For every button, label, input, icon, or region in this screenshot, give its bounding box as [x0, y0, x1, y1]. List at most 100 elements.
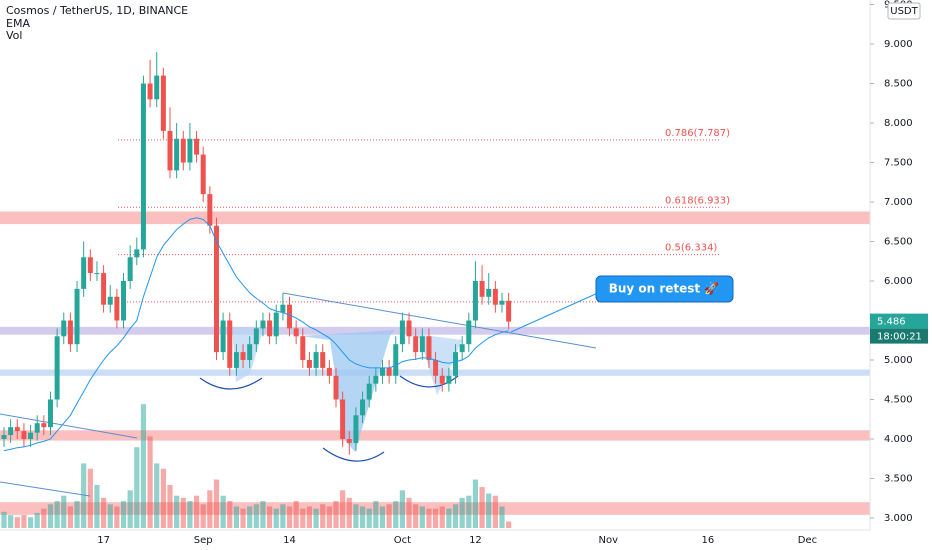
- candles: [1, 51, 512, 455]
- volume-bar: [67, 506, 73, 528]
- candle-body: [499, 300, 505, 305]
- volume-bar: [492, 495, 498, 528]
- callout-pointer: [510, 291, 601, 333]
- candle-body: [287, 304, 293, 329]
- volume-bar: [247, 506, 253, 528]
- candle-body: [453, 352, 459, 376]
- volume-bar: [27, 517, 34, 528]
- volume-bar: [286, 506, 293, 528]
- indicator-label: EMA: [6, 17, 30, 30]
- trendline: [282, 292, 597, 349]
- candle-body: [260, 320, 266, 329]
- candle-body: [373, 375, 379, 384]
- candle-body: [61, 320, 67, 337]
- last-price: 5.486: [877, 317, 906, 328]
- volume-bar: [61, 495, 67, 528]
- countdown-box: [870, 328, 928, 344]
- candle-body: [101, 273, 107, 305]
- volume-bar: [147, 436, 153, 528]
- candle-body: [379, 367, 385, 376]
- candle-body: [313, 352, 319, 368]
- fib-label: 0.786(7.787): [665, 128, 730, 139]
- volume-bar: [366, 508, 372, 528]
- candle-body: [466, 320, 472, 345]
- volume-bar: [21, 515, 27, 528]
- candle-body: [406, 320, 412, 337]
- volume-bar: [273, 508, 279, 528]
- volume-bar: [34, 512, 40, 528]
- volume-bar: [174, 495, 180, 528]
- y-tick-label: 6.000: [884, 276, 913, 287]
- candle-body: [220, 320, 226, 353]
- volume-bar: [386, 504, 392, 528]
- candle-body: [140, 83, 146, 250]
- x-tick-label: 14: [283, 535, 296, 546]
- volume-bar: [8, 515, 14, 528]
- volume-bar: [359, 506, 366, 528]
- candle-body: [333, 375, 339, 400]
- candle-body: [433, 359, 439, 376]
- candle-body: [492, 288, 498, 305]
- candle-body: [207, 194, 213, 226]
- callout-box: [595, 275, 734, 303]
- candle-body: [506, 300, 512, 322]
- candle-body: [366, 383, 372, 400]
- trendline: [0, 413, 138, 439]
- volume: [1, 404, 512, 528]
- volume-bar: [439, 506, 445, 528]
- candle-body: [127, 257, 133, 281]
- candle-body: [419, 336, 425, 353]
- volume-bar: [399, 490, 405, 528]
- x-tick-label: Nov: [598, 535, 618, 546]
- volume-bar: [127, 490, 133, 528]
- volume-bar: [213, 479, 220, 528]
- volume-bar: [160, 468, 166, 528]
- volume-bar: [333, 501, 339, 528]
- shoulder-left: [222, 326, 283, 382]
- candle-body: [227, 320, 233, 368]
- volume-bar: [260, 501, 266, 528]
- volume-bar: [466, 495, 472, 528]
- x-tick-label: Sep: [194, 535, 213, 546]
- candle-body: [167, 130, 173, 171]
- countdown: 18:00:21: [877, 332, 922, 343]
- candle-body: [240, 352, 246, 360]
- volume-bar: [101, 497, 107, 528]
- volume-bar: [47, 504, 54, 528]
- y-tick-label: 4.000: [884, 434, 913, 445]
- head: [300, 330, 395, 452]
- volume-bar: [114, 506, 120, 528]
- chart-title: Cosmos / TetherUS, 1D, BINANCE: [6, 4, 188, 17]
- candle-body: [74, 288, 80, 345]
- volume-bar: [134, 447, 140, 528]
- volume-bar: [267, 506, 273, 528]
- candle-body: [426, 336, 432, 360]
- candle-body: [28, 432, 34, 439]
- candle-body: [386, 367, 392, 376]
- volume-bar: [486, 493, 492, 528]
- volume-bar: [406, 497, 412, 528]
- y-tick-label: 7.000: [884, 197, 913, 208]
- candle-body: [94, 273, 100, 275]
- price-axis-bg: [870, 0, 932, 550]
- candle-body: [247, 344, 253, 360]
- fib-label: 0.618(6.933): [665, 195, 730, 206]
- volume-bar: [1, 511, 7, 528]
- zone: [0, 430, 870, 441]
- y-tick-label: 3.000: [884, 513, 913, 524]
- volume-bar: [54, 501, 60, 528]
- volume-bar: [253, 504, 259, 528]
- candle-body: [486, 288, 492, 297]
- volume-bar: [154, 463, 160, 528]
- candle-body: [306, 359, 312, 368]
- candle-body: [399, 320, 405, 345]
- candle-body: [21, 431, 27, 439]
- candle-body: [14, 427, 20, 432]
- volume-bar: [187, 501, 193, 528]
- candle-body: [87, 257, 93, 274]
- y-tick-label: 7.500: [884, 157, 913, 168]
- candle-body: [340, 399, 346, 439]
- fib-label: 0.5(6.334): [665, 243, 717, 254]
- candle-body: [353, 415, 359, 443]
